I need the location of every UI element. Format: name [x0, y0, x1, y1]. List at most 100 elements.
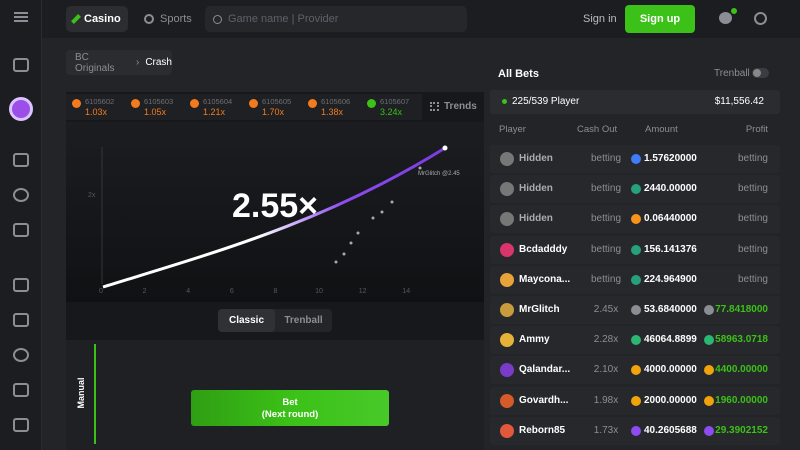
- amount: 40.2605688: [644, 424, 697, 436]
- cash-out: betting: [590, 273, 622, 285]
- cash-out: 1.73x: [593, 424, 619, 436]
- player-name: Govardh...: [519, 394, 569, 406]
- nav-icon[interactable]: [13, 223, 29, 237]
- history-dot: [308, 99, 317, 108]
- nav-icon[interactable]: [13, 278, 29, 292]
- sign-up-button[interactable]: Sign up: [625, 5, 695, 33]
- player-name: Bcdadddy: [519, 243, 568, 255]
- history-dot: [72, 99, 81, 108]
- cash-out: 2.28x: [593, 334, 619, 346]
- breadcrumb-separator: ›: [135, 57, 140, 68]
- toggle-switch[interactable]: [752, 68, 769, 78]
- avatar: [500, 242, 514, 257]
- bet-button[interactable]: Bet (Next round): [191, 390, 389, 426]
- coin-icon: [704, 305, 714, 315]
- bet-row: Bcdadddy betting 156.141376 betting: [490, 235, 780, 264]
- language-icon[interactable]: [754, 12, 767, 25]
- round-multiplier: 1.05x: [144, 107, 167, 117]
- nav-icon[interactable]: [13, 153, 29, 167]
- round-multiplier: 3.24x: [380, 107, 403, 117]
- coin-icon: [631, 305, 641, 315]
- bet-row: MrGlitch 2.45x 53.6840000 77.8418000: [490, 296, 780, 324]
- chat-badge: [731, 8, 737, 14]
- curve-label: MrGlitch @2.45: [418, 171, 460, 177]
- nav-icon[interactable]: [13, 188, 29, 202]
- search-placeholder: Game name | Provider: [228, 13, 339, 25]
- sports-tab[interactable]: Sports: [136, 6, 200, 32]
- avatar: [500, 423, 514, 438]
- round-multiplier: 1.21x: [203, 107, 226, 117]
- column-header: Amount: [645, 124, 678, 135]
- avatar: [500, 212, 514, 227]
- coin-icon: [704, 395, 714, 406]
- nav-icon[interactable]: [13, 58, 29, 72]
- player-name: MrGlitch: [519, 304, 560, 315]
- coin-icon: [704, 425, 714, 436]
- avatar: [500, 363, 514, 378]
- avatar: [500, 182, 514, 197]
- coin-icon: [631, 395, 641, 406]
- nav-icon[interactable]: [13, 418, 29, 432]
- mode-tab[interactable]: Trenball: [284, 315, 323, 326]
- player-name: Qalandar...: [519, 364, 571, 376]
- player-name: Hidden: [519, 213, 553, 225]
- cash-out: betting: [590, 153, 622, 164]
- cash-out: betting: [590, 183, 622, 195]
- history-dot: [249, 99, 258, 108]
- player-name: Hidden: [519, 153, 553, 164]
- round-id: 6105603: [144, 97, 174, 106]
- casino-icon: [71, 14, 81, 24]
- round-id: 6105605: [262, 97, 292, 106]
- bet-row: Hidden betting 2440.00000 betting: [490, 175, 780, 204]
- amount: 224.964900: [644, 273, 697, 285]
- search-box[interactable]: Game name | Provider: [205, 6, 467, 32]
- player-count-text: 225/539 Player: [512, 96, 580, 107]
- menu-icon[interactable]: [14, 12, 28, 14]
- round-id: 6105606: [321, 97, 351, 106]
- history-dot: [131, 99, 140, 108]
- history-dot: [367, 99, 376, 108]
- nav-icon[interactable]: [13, 313, 29, 327]
- bet-mode[interactable]: Manual: [76, 377, 86, 409]
- coin-icon: [631, 244, 641, 255]
- casino-tab[interactable]: Casino: [66, 6, 128, 32]
- cash-out: 2.10x: [593, 364, 619, 376]
- round-multiplier: 1.03x: [85, 107, 108, 117]
- chat-icon[interactable]: [719, 12, 732, 24]
- amount: 53.6840000: [644, 304, 697, 315]
- nav-icon[interactable]: [13, 383, 29, 397]
- nav-icon[interactable]: [13, 348, 29, 362]
- x-axis-label: 4: [186, 288, 190, 295]
- amount: 2000.00000: [644, 394, 697, 406]
- trends-button[interactable]: Trends: [430, 101, 477, 112]
- player-name: Hidden: [519, 183, 553, 195]
- bet-label: Bet: [282, 397, 298, 408]
- profit: 1960.00000: [715, 394, 768, 406]
- round-id: 6105607: [380, 97, 410, 106]
- sign-in[interactable]: Sign in: [583, 13, 617, 25]
- x-axis-label: 6: [230, 288, 234, 295]
- tab-label: Casino: [84, 13, 121, 25]
- avatar: [500, 303, 514, 317]
- amount: 2440.00000: [644, 183, 697, 195]
- sidebar: [0, 0, 42, 450]
- x-axis-label: 8: [273, 288, 277, 295]
- trends-label: Trends: [444, 101, 477, 112]
- coin-icon: [704, 365, 714, 376]
- breadcrumb: BC Originals › Crash: [66, 50, 172, 75]
- amount: 4000.00000: [644, 364, 697, 376]
- cashout-dots: [334, 166, 422, 264]
- mode-tab[interactable]: Classic: [218, 309, 275, 332]
- coin-icon: [631, 184, 641, 195]
- bets-title: All Bets: [498, 68, 539, 80]
- player-name: Maycona...: [519, 273, 571, 285]
- breadcrumb-item[interactable]: BC Originals: [75, 51, 115, 74]
- x-axis-label: 0: [99, 288, 103, 295]
- history-dot: [190, 99, 199, 108]
- avatar: [500, 393, 514, 408]
- coin-icon: [631, 335, 641, 346]
- crash-icon[interactable]: [9, 97, 33, 121]
- round-multiplier: 1.38x: [321, 107, 344, 117]
- coin-icon: [631, 425, 641, 436]
